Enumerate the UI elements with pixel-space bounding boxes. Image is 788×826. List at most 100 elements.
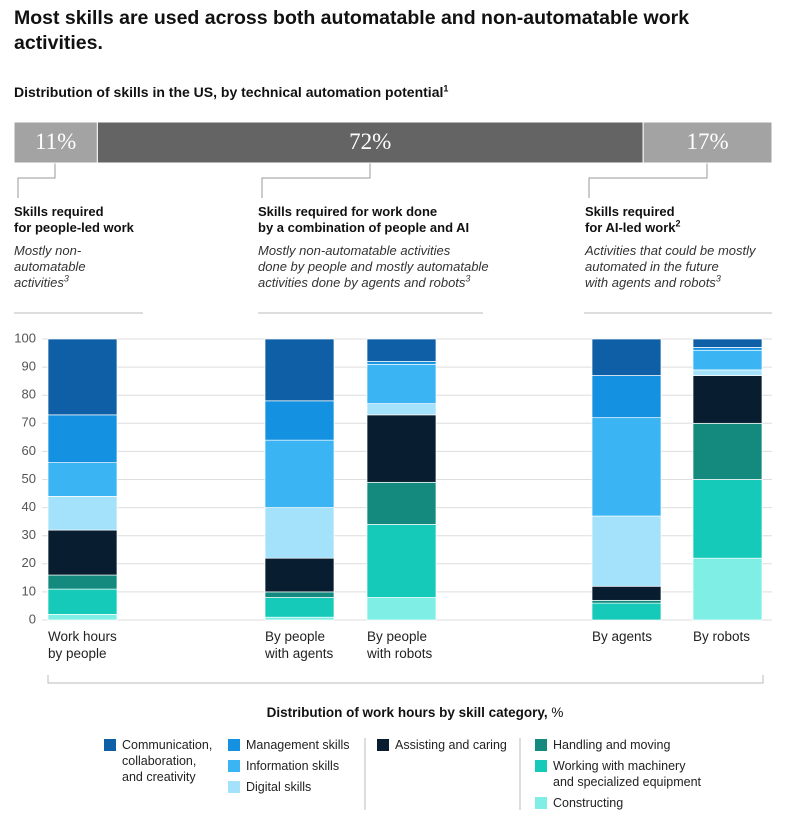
bar-segment	[264, 439, 335, 508]
x-tick-text: Work hours by people	[48, 629, 117, 661]
y-tick-label: 70	[22, 415, 36, 430]
bar-segment	[366, 338, 437, 362]
subtitle-text: Distribution of skills in the US, by tec…	[14, 84, 444, 100]
bar-segment	[692, 479, 763, 559]
x-axis-title: Distribution of work hours by skill cate…	[0, 705, 788, 720]
bar-segment	[47, 414, 118, 463]
legend-entry: Assisting and caring	[395, 737, 507, 753]
y-tick-label: 90	[22, 359, 36, 374]
bar-segment	[264, 591, 335, 598]
bar-segment	[47, 338, 118, 416]
legend-entry: Information skills	[246, 758, 339, 774]
bar-segment	[264, 616, 335, 621]
x-tick-text: By people with agents	[265, 629, 334, 661]
y-tick-label: 0	[29, 611, 36, 626]
group-description-text: Mostly non- automatable activities	[14, 243, 86, 290]
group-description: Mostly non-automatable activities done b…	[258, 243, 489, 291]
share-segment	[642, 121, 773, 164]
bar-segment	[591, 515, 662, 587]
group-description-text: Mostly non-automatable activities done b…	[258, 243, 489, 290]
x-axis-unit: %	[551, 705, 564, 720]
footnote-ref: 1	[443, 83, 449, 94]
bar-segment	[692, 347, 763, 351]
x-tick-text: By people with robots	[367, 629, 433, 661]
bar-segment	[366, 414, 437, 483]
footnote-ref: 3	[715, 273, 721, 284]
group-title-text: Skills required for people-led work	[14, 204, 134, 235]
subtitle: Distribution of skills in the US, by tec…	[14, 84, 448, 100]
legend-entry: Working with machinery and specialized e…	[553, 758, 701, 790]
group-title: Skills required for work done by a combi…	[258, 204, 469, 236]
group-description: Mostly non- automatable activities3	[14, 243, 86, 291]
bar-segment	[264, 597, 335, 618]
legend-text: Handling and moving	[553, 738, 671, 752]
x-tick-label: By agents	[592, 628, 652, 645]
legend-text: Working with machinery and specialized e…	[553, 759, 702, 789]
legend-entry: Digital skills	[246, 779, 311, 795]
legend-swatch	[104, 739, 116, 751]
bar-segment	[692, 349, 763, 371]
group-title-text: Skills required for AI-led work	[585, 204, 676, 235]
x-tick-label: By people with agents	[265, 628, 333, 662]
bar-segment	[264, 400, 335, 441]
legend-entry: Management skills	[246, 737, 350, 753]
bar-segment	[264, 557, 335, 593]
x-tick-label: By people with robots	[367, 628, 432, 662]
legend-swatch	[228, 739, 240, 751]
share-segment	[13, 121, 98, 164]
bar-segment	[692, 375, 763, 424]
legend-text: Management skills	[246, 738, 350, 752]
separators	[14, 312, 772, 810]
legend-text: Communication, collaboration, and creati…	[122, 738, 213, 784]
group-title: Skills required for people-led work	[14, 204, 134, 236]
footnote-ref: 3	[465, 273, 471, 284]
group-description: Activities that could be mostly automate…	[585, 243, 756, 291]
connectors	[17, 163, 708, 198]
bar-segment	[366, 363, 437, 404]
bracket	[47, 675, 764, 684]
y-tick-label: 100	[14, 330, 36, 345]
title: Most skills are used across both automat…	[14, 7, 690, 54]
x-tick-text: By robots	[693, 629, 751, 644]
bar-segment	[692, 338, 763, 348]
share-label: 72%	[349, 129, 391, 154]
connector	[17, 163, 56, 198]
y-tick-label: 50	[22, 471, 36, 486]
footnote-ref: 3	[63, 273, 69, 284]
x-tick-label: Work hours by people	[48, 628, 117, 662]
legend-text: Constructing	[553, 796, 624, 810]
share-label: 11%	[35, 129, 76, 154]
y-tick-label: 60	[22, 443, 36, 458]
y-tick-label: 30	[22, 527, 36, 542]
bar-segment	[591, 599, 662, 604]
bar-segment	[47, 529, 118, 576]
bar-segment	[366, 524, 437, 598]
legend-text: Assisting and caring	[395, 738, 507, 752]
legend-entry: Constructing	[553, 795, 623, 811]
y-tick-label: 20	[22, 555, 36, 570]
x-tick-label: By robots	[693, 628, 750, 645]
bar-segment	[692, 422, 763, 480]
group-title: Skills required for AI-led work2	[585, 204, 681, 236]
legend-swatch	[228, 760, 240, 772]
connector	[261, 163, 371, 198]
legend-entry: Communication, collaboration, and creati…	[122, 737, 212, 785]
bar-segment	[591, 585, 662, 601]
bar-segment	[366, 361, 437, 365]
bar-segment	[591, 417, 662, 517]
x-axis-label: Distribution of work hours by skill cate…	[266, 705, 548, 720]
bar-segment	[692, 557, 763, 621]
bar-segment	[366, 403, 437, 416]
connector	[588, 163, 708, 198]
bar-segment	[264, 507, 335, 559]
share-label: 17%	[686, 129, 728, 154]
bar-segment	[591, 602, 662, 621]
bar-segment	[591, 375, 662, 419]
group-title-text: Skills required for work done by a combi…	[258, 204, 470, 235]
legend-swatch	[228, 781, 240, 793]
bar-segment	[366, 597, 437, 621]
bar-segment	[47, 574, 118, 590]
group-description-text: Activities that could be mostly automate…	[585, 243, 756, 290]
